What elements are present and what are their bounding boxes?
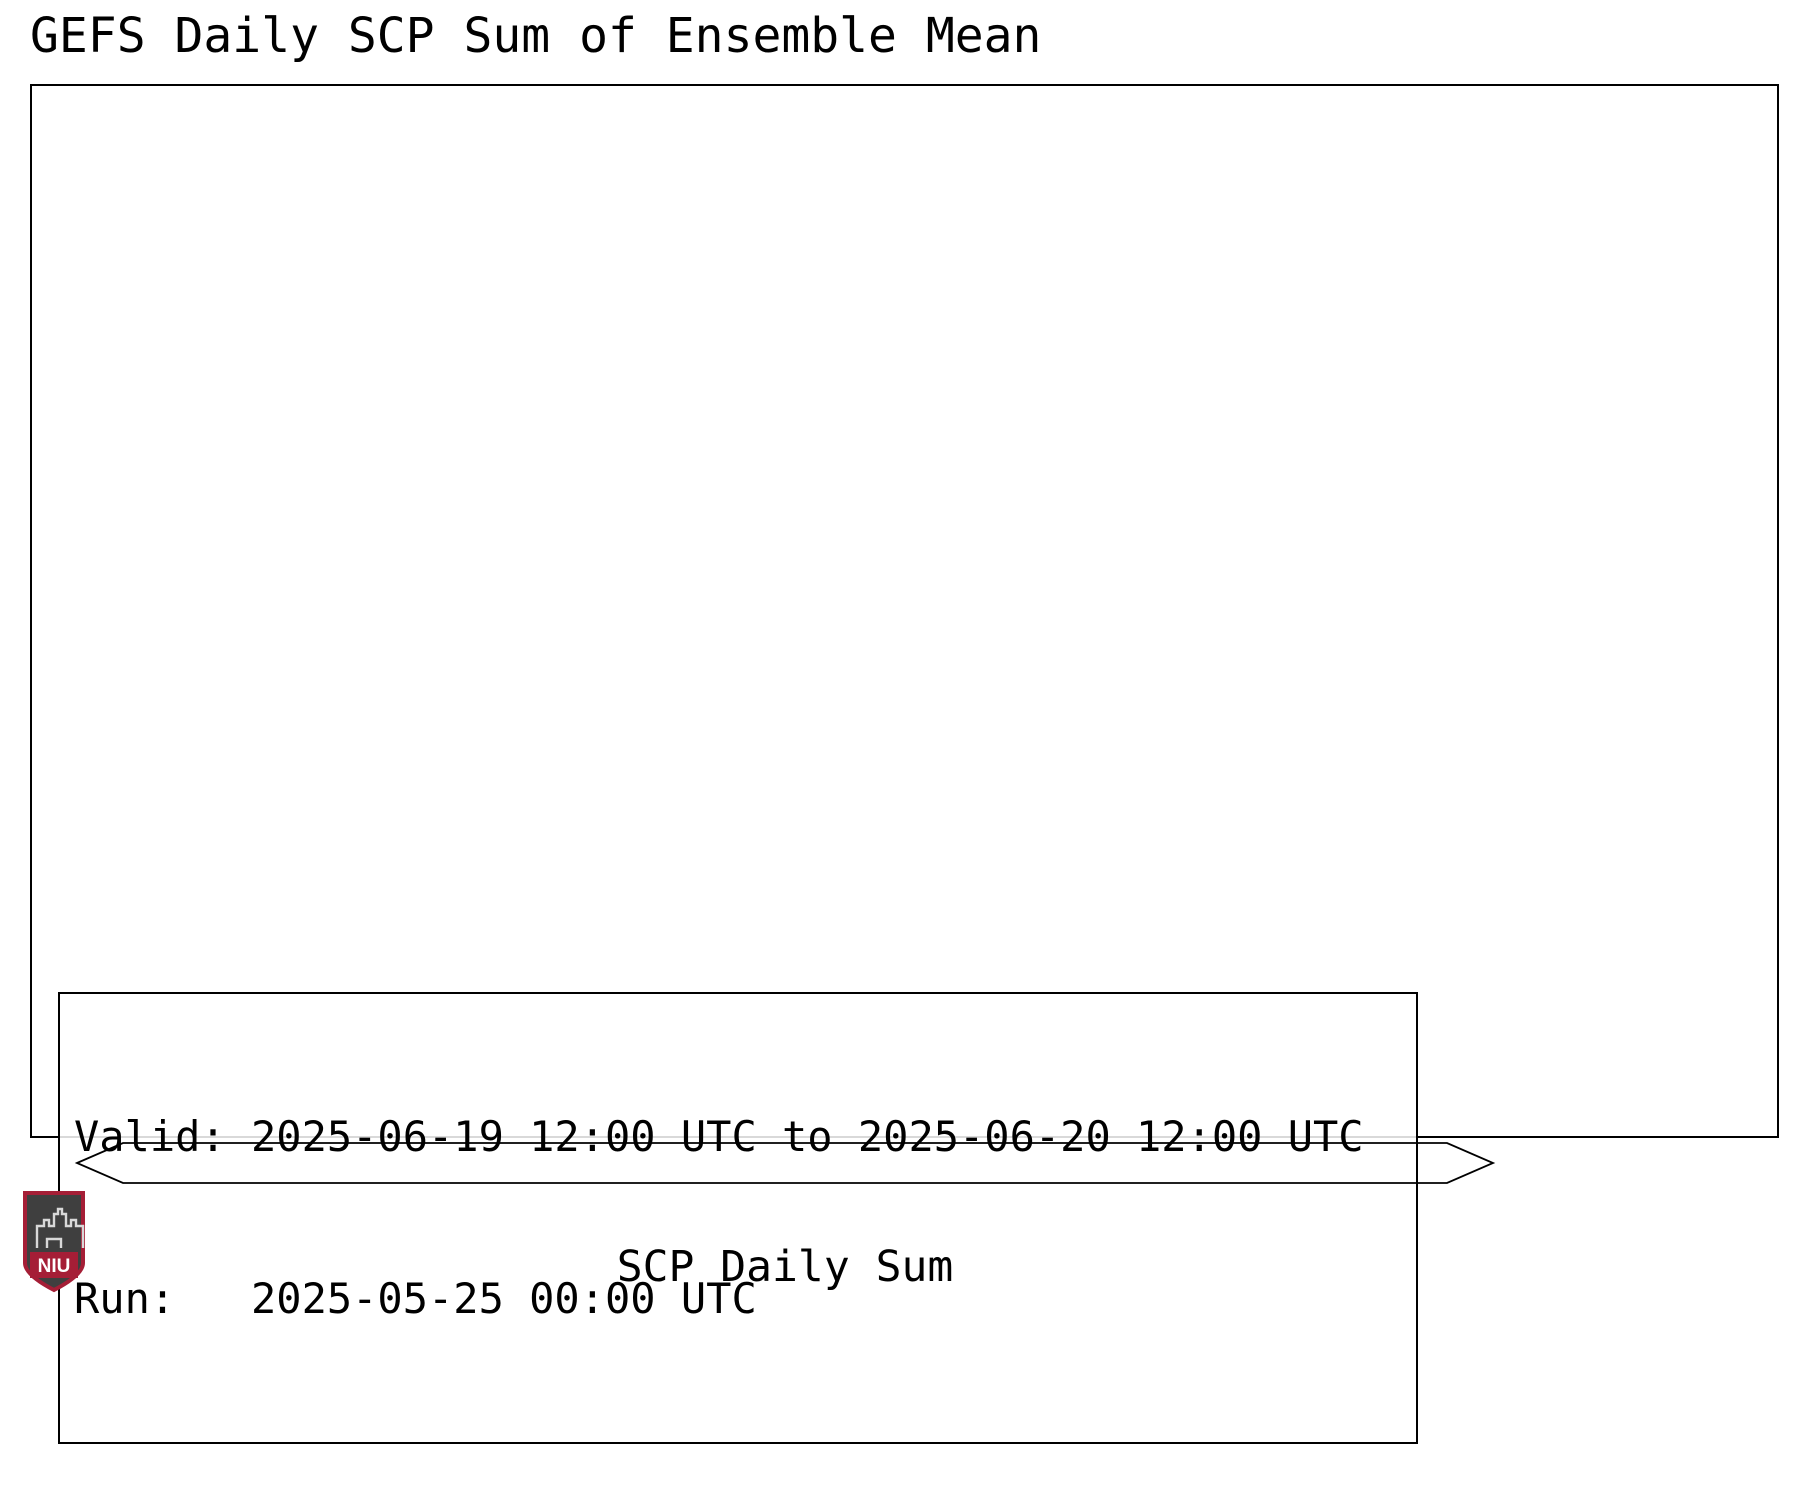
figure-title: GEFS Daily SCP Sum of Ensemble Mean: [30, 8, 1042, 64]
colorbar-bar: [74, 1142, 1496, 1184]
run-time-text: Run: 2025-05-25 00:00 UTC: [74, 1274, 757, 1323]
niu-shield-icon: NIU: [23, 1191, 85, 1293]
colorbar-svg: [74, 1142, 1496, 1184]
info-box: Valid: 2025-06-19 12:00 UTC to 2025-06-2…: [58, 992, 1418, 1444]
colorbar-tick-labels: [73, 1190, 1497, 1240]
colorbar: [73, 1141, 1497, 1201]
colorbar-label: SCP Daily Sum: [616, 1242, 954, 1292]
niu-logo-text: NIU: [38, 1256, 71, 1277]
map-frame: Valid: 2025-06-19 12:00 UTC to 2025-06-2…: [30, 84, 1779, 1444]
map-canvas: [32, 86, 1777, 1136]
niu-logo: NIU: [22, 1190, 86, 1294]
